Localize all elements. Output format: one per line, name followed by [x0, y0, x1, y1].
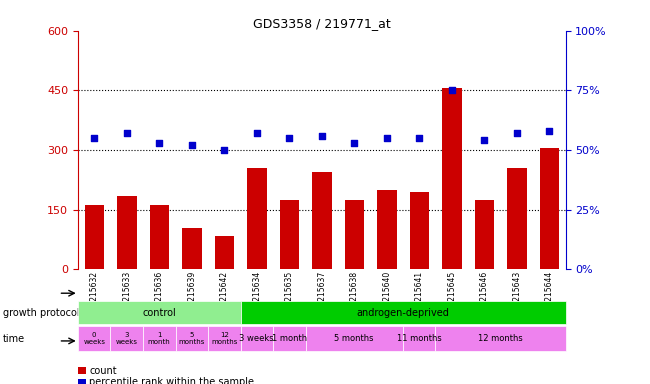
Point [414, 135, 424, 141]
Point [317, 132, 327, 139]
Text: control: control [142, 308, 176, 318]
Point [512, 130, 522, 136]
Text: 12 months: 12 months [478, 334, 523, 343]
Text: 3
weeks: 3 weeks [116, 333, 138, 345]
Point [284, 135, 294, 141]
Text: time: time [3, 334, 25, 344]
Bar [312, 172, 332, 269]
Bar [247, 168, 266, 269]
Point [187, 142, 197, 148]
Bar [117, 196, 136, 269]
Text: 11 months: 11 months [397, 334, 441, 343]
Bar [280, 200, 299, 269]
Point [154, 140, 164, 146]
Point [122, 130, 132, 136]
Text: 12
months: 12 months [211, 333, 237, 345]
Point [89, 135, 99, 141]
Point [382, 135, 392, 141]
Bar [344, 200, 364, 269]
Point [349, 140, 359, 146]
Text: count: count [89, 366, 117, 376]
Bar [84, 205, 104, 269]
Point [479, 137, 489, 144]
Bar [540, 148, 559, 269]
Text: 1 month: 1 month [272, 334, 307, 343]
Bar [214, 235, 234, 269]
Bar [150, 205, 169, 269]
Text: 3 weeks: 3 weeks [239, 334, 274, 343]
Point [447, 87, 457, 93]
Bar [507, 168, 526, 269]
Text: 5 months: 5 months [335, 334, 374, 343]
Text: 0
weeks: 0 weeks [83, 333, 105, 345]
Bar [377, 190, 396, 269]
Text: 5
months: 5 months [179, 333, 205, 345]
Point [252, 130, 262, 136]
Bar [442, 88, 462, 269]
Title: GDS3358 / 219771_at: GDS3358 / 219771_at [253, 17, 391, 30]
Text: androgen-deprived: androgen-deprived [357, 308, 449, 318]
Bar [474, 200, 494, 269]
Point [544, 128, 554, 134]
Text: growth protocol: growth protocol [3, 308, 80, 318]
Bar [182, 228, 202, 269]
Text: percentile rank within the sample: percentile rank within the sample [89, 377, 254, 384]
Text: 1
month: 1 month [148, 333, 170, 345]
Bar [410, 192, 429, 269]
Point [219, 147, 229, 153]
